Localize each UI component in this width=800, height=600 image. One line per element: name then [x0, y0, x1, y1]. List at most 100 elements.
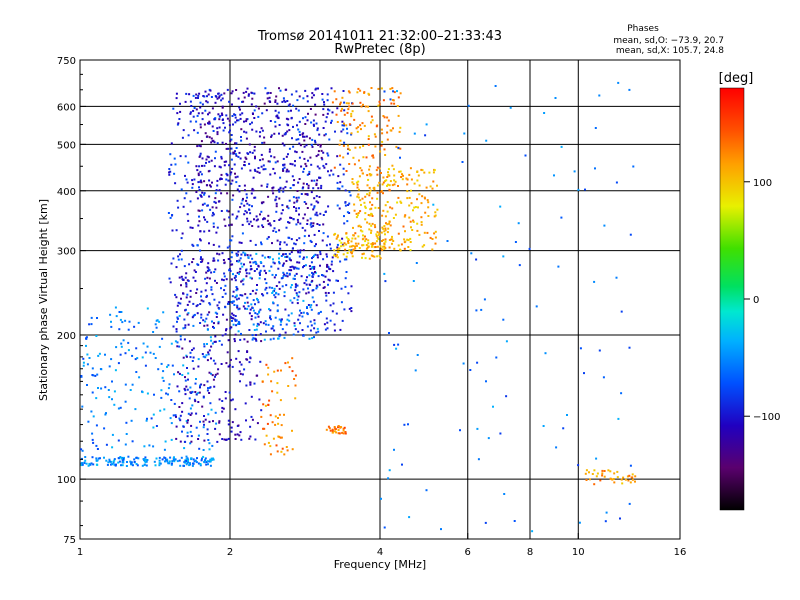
data-point: [120, 457, 123, 460]
data-point: [213, 298, 216, 301]
data-point: [286, 275, 289, 278]
data-point: [227, 210, 230, 213]
data-point: [202, 449, 205, 451]
data-point: [293, 164, 296, 167]
data-point: [362, 237, 365, 240]
data-point: [295, 267, 298, 270]
data-point: [279, 243, 281, 246]
data-point: [408, 216, 411, 219]
data-point: [208, 371, 211, 374]
data-point: [357, 212, 360, 214]
data-point: [238, 190, 241, 193]
data-point: [241, 223, 244, 226]
data-point: [376, 197, 379, 200]
data-point: [189, 111, 192, 114]
data-point: [378, 100, 381, 103]
data-point: [207, 387, 209, 390]
data-point: [191, 360, 194, 362]
data-point: [251, 307, 254, 309]
data-point: [212, 243, 215, 246]
data-point: [174, 293, 177, 296]
data-point: [253, 270, 256, 272]
data-point: [279, 89, 282, 92]
data-point: [176, 317, 179, 320]
data-point: [234, 116, 237, 119]
data-point: [171, 364, 174, 367]
data-point: [383, 116, 386, 119]
data-point: [342, 167, 345, 170]
data-point: [236, 188, 239, 191]
data-point: [177, 255, 180, 258]
data-point: [158, 320, 161, 323]
data-point: [183, 460, 186, 463]
data-point: [186, 303, 189, 306]
data-point: [192, 314, 195, 317]
data-point: [201, 118, 204, 121]
data-point: [528, 247, 531, 250]
data-point: [251, 121, 253, 124]
data-point: [279, 241, 282, 244]
data-point: [629, 481, 632, 484]
data-point: [268, 160, 271, 163]
data-point: [334, 255, 337, 258]
data-point: [424, 211, 427, 214]
data-point: [207, 93, 210, 96]
data-point: [219, 166, 222, 169]
data-point: [183, 318, 186, 321]
data-point: [274, 161, 277, 164]
data-point: [199, 463, 202, 465]
data-point: [183, 197, 186, 200]
data-point: [418, 184, 421, 187]
data-point: [232, 314, 235, 317]
data-point: [119, 406, 122, 409]
data-point: [171, 462, 173, 465]
data-point: [265, 282, 268, 285]
data-point: [299, 322, 301, 325]
data-point: [323, 101, 325, 104]
data-point: [207, 351, 210, 354]
data-point: [267, 223, 270, 226]
data-point: [382, 245, 385, 248]
data-point: [354, 247, 357, 250]
data-point: [259, 308, 262, 311]
data-point: [287, 124, 290, 127]
data-point: [272, 301, 274, 304]
data-point: [206, 428, 209, 431]
data-point: [259, 333, 262, 336]
data-point: [189, 226, 192, 229]
data-point: [304, 229, 307, 232]
data-point: [160, 396, 163, 399]
data-point: [212, 257, 215, 260]
data-point: [302, 135, 304, 138]
data-point: [250, 192, 253, 195]
data-point: [213, 118, 216, 121]
data-point: [378, 167, 381, 170]
data-point: [429, 236, 432, 239]
data-point: [287, 221, 289, 224]
data-point: [294, 328, 297, 331]
data-point: [191, 183, 194, 186]
data-point: [137, 321, 140, 324]
data-point: [325, 294, 328, 297]
data-point: [154, 464, 157, 467]
data-point: [85, 336, 88, 339]
data-point: [518, 264, 521, 267]
data-point: [418, 233, 421, 236]
data-point: [408, 516, 411, 519]
data-point: [352, 248, 355, 251]
data-point: [227, 301, 230, 303]
data-point: [200, 316, 203, 319]
data-point: [206, 101, 209, 104]
data-point: [196, 145, 199, 148]
data-point: [241, 373, 244, 376]
data-point: [362, 244, 365, 247]
data-point: [200, 299, 203, 302]
data-point: [304, 116, 307, 119]
data-point: [256, 218, 259, 221]
data-point: [241, 294, 244, 297]
data-point: [287, 153, 289, 156]
data-point: [210, 141, 213, 144]
data-point: [250, 91, 253, 94]
data-point: [386, 184, 388, 187]
data-point: [236, 260, 238, 263]
